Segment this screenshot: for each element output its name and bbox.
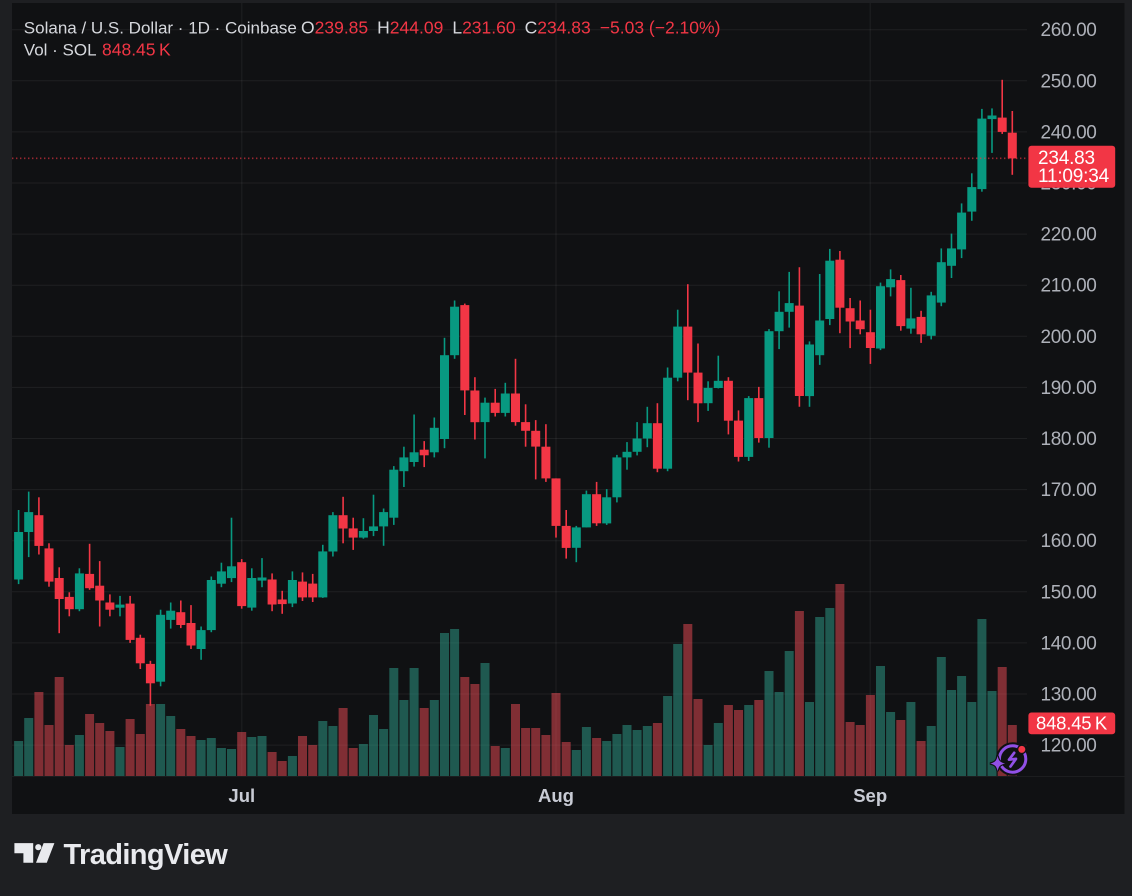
svg-text:260.00: 260.00 [1041,20,1097,41]
svg-text:Jul: Jul [228,785,255,806]
svg-text:848.45 K: 848.45 K [102,40,171,60]
svg-text:11:09:34: 11:09:34 [1038,166,1110,187]
svg-text:120.00: 120.00 [1041,736,1097,757]
svg-text:150.00: 150.00 [1041,582,1097,603]
svg-text:250.00: 250.00 [1041,71,1097,92]
svg-text:Sep: Sep [853,785,887,806]
svg-text:Aug: Aug [538,785,574,806]
svg-text:170.00: 170.00 [1041,480,1097,501]
svg-text:180.00: 180.00 [1041,429,1097,450]
svg-text:130.00: 130.00 [1041,685,1097,706]
svg-text:848.45 K: 848.45 K [1036,713,1108,734]
svg-text:210.00: 210.00 [1041,276,1097,297]
svg-text:200.00: 200.00 [1041,327,1097,348]
svg-text:TradingView: TradingView [64,839,229,871]
svg-text:240.00: 240.00 [1041,122,1097,143]
svg-text:Solana / U.S. Dollar · 1D · Co: Solana / U.S. Dollar · 1D · Coinbase [24,19,297,38]
svg-text:140.00: 140.00 [1041,633,1097,654]
svg-text:234.83: 234.83 [1038,148,1095,169]
svg-text:220.00: 220.00 [1041,225,1097,246]
svg-text:160.00: 160.00 [1041,531,1097,552]
svg-text:190.00: 190.00 [1041,378,1097,399]
svg-text:Vol · SOL: Vol · SOL [24,41,97,60]
